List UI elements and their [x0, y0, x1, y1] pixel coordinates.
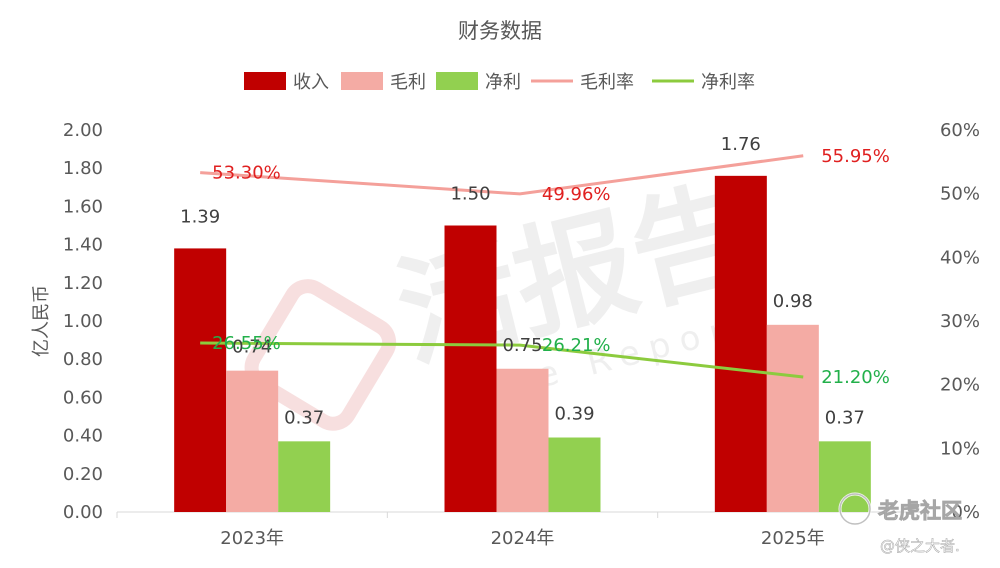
bar-label-毛利: 0.74 — [232, 337, 272, 358]
legend-item-净利率: 净利率 — [652, 72, 755, 93]
y2-tick-label: 0% — [951, 502, 980, 523]
legend-label: 净利率 — [701, 72, 755, 93]
bar-毛利 — [766, 324, 819, 512]
line-净利率 — [200, 341, 804, 379]
y-tick-label: 1.60 — [63, 196, 103, 217]
legend-label: 净利 — [485, 72, 521, 93]
legend-label: 收入 — [293, 72, 329, 93]
y-tick-label: 0.60 — [63, 387, 103, 408]
bar-净利 — [278, 441, 331, 512]
legend-swatch — [341, 72, 383, 90]
bar-毛利 — [496, 368, 549, 512]
y-tick-label: 0.20 — [63, 464, 103, 485]
line-label-毛利率: 53.30% — [212, 163, 281, 184]
y-tick-label: 0.00 — [63, 502, 103, 523]
y-tick-label: 1.00 — [63, 311, 103, 332]
line-label-毛利率: 55.95% — [821, 146, 890, 167]
badge-handle: @侠之大者. — [880, 537, 960, 555]
bar-收入 — [714, 175, 767, 512]
y2-tick-label: 50% — [940, 184, 980, 205]
bar-label-净利: 0.37 — [825, 407, 865, 428]
tiger-community-badge: 老虎社区 @侠之大者. — [838, 492, 962, 555]
legend-swatch — [436, 72, 478, 90]
bar-收入 — [174, 248, 227, 513]
bar-label-净利: 0.39 — [554, 404, 594, 425]
y-tick-label: 2.00 — [63, 120, 103, 141]
line-毛利率 — [200, 154, 804, 196]
y-tick-label: 1.40 — [63, 235, 103, 256]
bar-净利 — [818, 441, 871, 512]
legend-label: 毛利 — [390, 72, 426, 93]
y-tick-label: 1.80 — [63, 158, 103, 179]
y-tick-label: 1.20 — [63, 273, 103, 294]
badge-brand: 老虎社区 — [878, 499, 962, 523]
bar-净利 — [548, 437, 601, 512]
legend-item-毛利: 毛利 — [341, 72, 426, 93]
bar-收入 — [444, 225, 497, 512]
y2-tick-label: 10% — [940, 438, 980, 459]
bar-label-净利: 0.37 — [284, 407, 324, 428]
watermark-logo-icon — [244, 279, 397, 431]
legend-item-净利: 净利 — [436, 72, 521, 93]
line-label-净利率: 21.20% — [821, 367, 890, 388]
x-tick-label: 2025年 — [761, 528, 825, 549]
legend-label: 毛利率 — [580, 72, 634, 93]
bar-label-收入: 1.50 — [450, 184, 490, 205]
bar-label-收入: 1.39 — [180, 206, 220, 227]
y-tick-label: 0.80 — [63, 349, 103, 370]
x-tick-label: 2023年 — [220, 528, 284, 549]
y-axis-label: 亿人民币 — [31, 285, 52, 357]
y2-tick-label: 60% — [940, 120, 980, 141]
line-label-净利率: 26.21% — [542, 335, 611, 356]
bar-label-收入: 1.76 — [721, 134, 761, 155]
y2-tick-label: 40% — [940, 247, 980, 268]
chart-title: 财务数据 — [458, 19, 542, 43]
legend-item-收入: 收入 — [244, 72, 329, 93]
tiger-logo-ring — [839, 493, 871, 525]
bar-毛利 — [226, 370, 279, 512]
legend-swatch — [244, 72, 286, 90]
bar-label-毛利: 0.75 — [502, 335, 542, 356]
y2-tick-label: 30% — [940, 311, 980, 332]
line-label-毛利率: 49.96% — [542, 184, 611, 205]
y2-tick-label: 20% — [940, 375, 980, 396]
legend-item-毛利率: 毛利率 — [531, 72, 634, 93]
line-label-净利率: 26.55% — [212, 333, 281, 354]
x-tick-label: 2024年 — [491, 528, 555, 549]
y-tick-label: 0.40 — [63, 426, 103, 447]
bar-label-毛利: 0.98 — [773, 291, 813, 312]
